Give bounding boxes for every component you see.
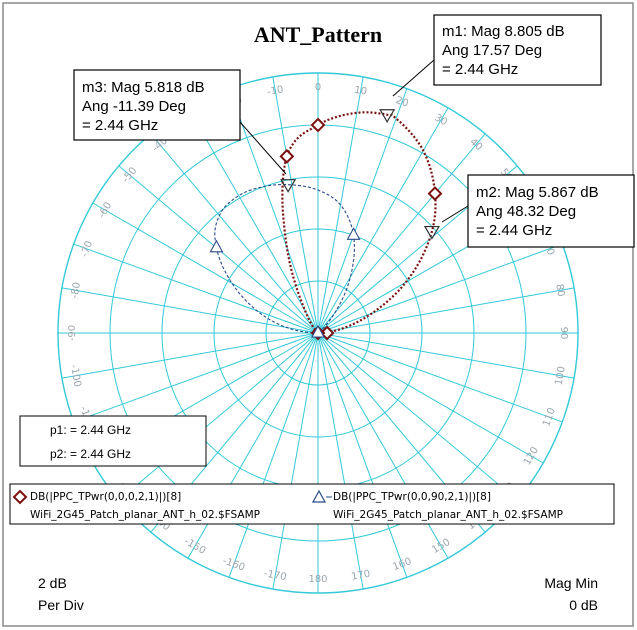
leader-m2 xyxy=(441,205,469,223)
legend-series-2-source: WiFi_2G45_Patch_planar_ANT_h_02.$FSAMP xyxy=(333,509,563,521)
grid-spoke xyxy=(118,332,319,501)
marker-m2-line3: = 2.44 GHz xyxy=(476,222,552,239)
grid-spoke xyxy=(73,332,319,423)
trace-markers xyxy=(209,109,443,341)
grid-spoke xyxy=(317,332,575,379)
grid-spoke xyxy=(61,287,319,334)
marker-box-m1-bg xyxy=(433,14,602,86)
angle-tick-label: 0 xyxy=(315,82,321,93)
legend[interactable]: DB(|PPC_TPwr(0,0,0,2,1)|)[8] WiFi_2G45_P… xyxy=(9,483,615,525)
diamond-marker-icon xyxy=(279,148,295,164)
grid-spoke xyxy=(317,332,408,578)
angle-tick-label: -10 xyxy=(266,84,284,98)
marker-box-m2[interactable]: m2: Mag 5.867 dB Ang 48.32 Deg = 2.44 GH… xyxy=(467,174,635,248)
param-box: p1: = 2.44 GHz p2: = 2.44 GHz xyxy=(19,415,207,467)
grid-spoke xyxy=(317,243,563,334)
marker-box-m3-bg xyxy=(73,69,241,141)
grid-spoke xyxy=(228,88,319,334)
triangle-marker-icon xyxy=(209,239,224,253)
angle-tick-label: 20 xyxy=(394,95,410,110)
angle-tick-label: -170 xyxy=(263,568,287,583)
mag-min-label: Mag Min xyxy=(544,575,598,591)
param-box-bg xyxy=(19,415,207,467)
grid-spoke xyxy=(73,243,319,334)
readout-marker-m3 xyxy=(280,179,297,193)
marker-m2-line2: Ang 48.32 Deg xyxy=(476,203,576,220)
grid-spoke xyxy=(272,332,319,590)
legend-series-1-name: DB(|PPC_TPwr(0,0,0,2,1)|)[8] xyxy=(30,491,181,503)
angle-tick-label: -90 xyxy=(67,325,78,341)
grid-spoke xyxy=(317,332,518,501)
angle-tick-label: 100 xyxy=(554,365,568,386)
angle-tick-label: -100 xyxy=(68,364,83,388)
angle-tick-label: 170 xyxy=(350,569,371,583)
grid-spoke xyxy=(317,332,364,590)
grid-spoke xyxy=(317,133,486,334)
grid-spoke xyxy=(317,332,563,423)
per-div-label: Per Div xyxy=(38,597,84,613)
readout-marker-m1 xyxy=(379,109,396,123)
diamond-marker-icon xyxy=(427,186,443,201)
mag-min-value: 0 dB xyxy=(569,597,598,613)
angle-tick-label: -80 xyxy=(69,281,83,299)
marker-m3-line2: Ang -11.39 Deg xyxy=(82,98,186,115)
angle-tick-label: -70 xyxy=(79,239,95,258)
marker-m3-line1: m3: Mag 5.818 dB xyxy=(82,79,205,96)
angle-tick-label: 80 xyxy=(553,283,566,297)
marker-box-m1[interactable]: m1: Mag 8.805 dB Ang 17.57 Deg = 2.44 GH… xyxy=(433,14,602,86)
grid-spoke xyxy=(92,202,319,334)
marker-m2-line1: m2: Mag 5.867 dB xyxy=(476,184,599,201)
grid-spoke xyxy=(317,107,449,334)
legend-bg xyxy=(9,483,615,525)
readout-marker-m2 xyxy=(423,225,440,240)
legend-diamond-icon xyxy=(12,489,28,505)
grid-spoke xyxy=(150,133,319,334)
triangle-marker-icon xyxy=(346,227,361,240)
marker-m1-line2: Ang 17.57 Deg xyxy=(442,42,542,59)
leader-m1 xyxy=(392,59,435,97)
legend-series-2-name: DB(|PPC_TPwr(0,0,90,2,1)|)[8] xyxy=(333,491,491,503)
angle-tick-label: 90 xyxy=(558,327,569,340)
grid-spoke xyxy=(187,107,319,334)
angle-tick-label: 180 xyxy=(308,574,327,585)
angle-tick-label: 10 xyxy=(353,85,367,98)
chart-title: ANT_Pattern xyxy=(254,22,382,47)
marker-m3-line3: = 2.44 GHz xyxy=(82,117,158,134)
grid-spoke xyxy=(317,287,575,334)
grid-spoke xyxy=(61,332,319,379)
legend-triangle-icon xyxy=(311,489,327,503)
grid-spoke xyxy=(228,332,319,578)
diamond-marker-icon xyxy=(310,117,326,133)
marker-box-m3[interactable]: m3: Mag 5.818 dB Ang -11.39 Deg = 2.44 G… xyxy=(73,69,241,141)
marker-m1-line1: m1: Mag 8.805 dB xyxy=(442,23,565,40)
param-p2: p2: = 2.44 GHz xyxy=(50,447,131,461)
marker-m1-line3: = 2.44 GHz xyxy=(442,61,518,78)
param-p1: p1: = 2.44 GHz xyxy=(50,423,131,437)
marker-box-m2-bg xyxy=(467,174,635,248)
per-div-value: 2 dB xyxy=(38,575,67,591)
grid-spoke xyxy=(317,88,408,334)
grid-spoke xyxy=(317,332,544,464)
legend-series-1-source: WiFi_2G45_Patch_planar_ANT_h_02.$FSAMP xyxy=(30,509,260,521)
angle-tick-label: 30 xyxy=(432,112,449,128)
leader-m3 xyxy=(239,121,287,175)
triangle-marker-icon xyxy=(311,324,325,338)
grid-spoke xyxy=(272,76,319,334)
